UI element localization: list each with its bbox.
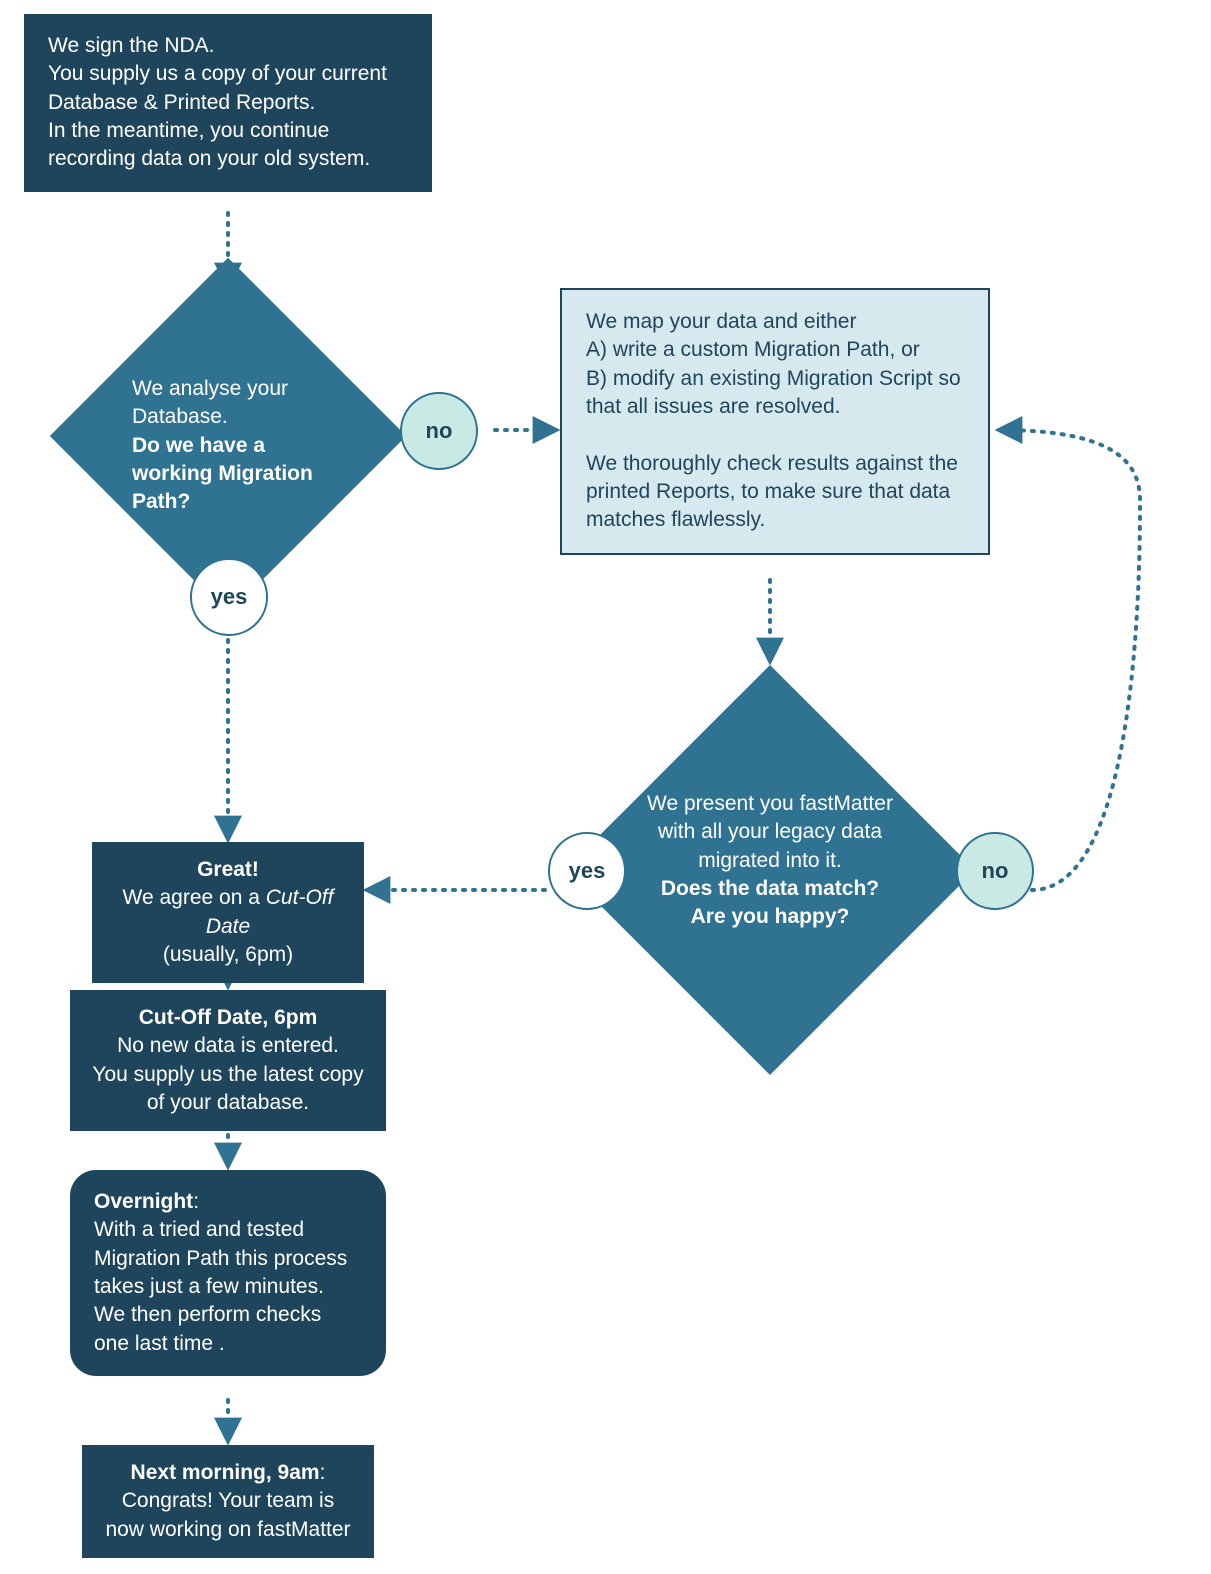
n4-bold: Cut-Off Date, 6pm [139,1006,318,1029]
n3-bold: Great! [197,858,259,881]
step-next-morning: Next morning, 9am: Congrats! Your team i… [82,1445,374,1558]
n2-optA: A) write a custom Migration Path, or [586,338,920,361]
step-overnight: Overnight: With a tried and tested Migra… [70,1170,386,1376]
d2-plain: We present you fastMatter with all your … [647,792,893,872]
n1-line3: In the meantime, you continue recording … [48,119,370,170]
step-cutoff-agree: Great! We agree on a Cut-Off Date (usual… [92,842,364,983]
n4-l3: You supply us the latest copy of your da… [92,1063,363,1114]
n6-bold: Next morning, 9am [131,1461,320,1484]
n1-line2: You supply us a copy of your current Dat… [48,62,387,113]
n2-para2: We thoroughly check results against the … [586,452,958,532]
d2-yes-label: yes [569,858,606,884]
d1-plain: We analyse your Database. [132,377,288,428]
n2-para1: We map your data and either [586,310,856,333]
d2-bold2: Are you happy? [691,905,850,928]
d2-no-label: no [982,858,1009,884]
step-map-data: We map your data and either A) write a c… [560,288,990,555]
n3-l3: (usually, 6pm) [163,943,293,966]
step-cutoff-date: Cut-Off Date, 6pm No new data is entered… [70,990,386,1131]
decision2-yes: yes [548,832,626,910]
d1-bold: Do we have a working Migration Path? [132,434,313,514]
step-sign-nda: We sign the NDA. You supply us a copy of… [24,14,432,192]
n4-l2: No new data is entered. [117,1034,339,1057]
n3-l2a: We agree on a [123,886,266,909]
decision1-yes: yes [190,558,268,636]
decision1-no: no [400,392,478,470]
n5-body2: We then perform checks one last time . [94,1303,321,1354]
n5-colon: : [193,1190,199,1213]
n6-body: Congrats! Your team is now working on fa… [105,1489,350,1540]
n1-line1: We sign the NDA. [48,34,215,57]
d1-no-label: no [426,418,453,444]
n5-body: With a tried and tested Migration Path t… [94,1218,347,1298]
n5-bold: Overnight [94,1190,193,1213]
flowchart-canvas: We sign the NDA. You supply us a copy of… [0,0,1211,1574]
d2-bold1: Does the data match? [661,877,879,900]
n2-optB: B) modify an existing Migration Script s… [586,367,961,418]
decision2-no: no [956,832,1034,910]
n6-colon: : [320,1461,326,1484]
d1-yes-label: yes [211,584,248,610]
